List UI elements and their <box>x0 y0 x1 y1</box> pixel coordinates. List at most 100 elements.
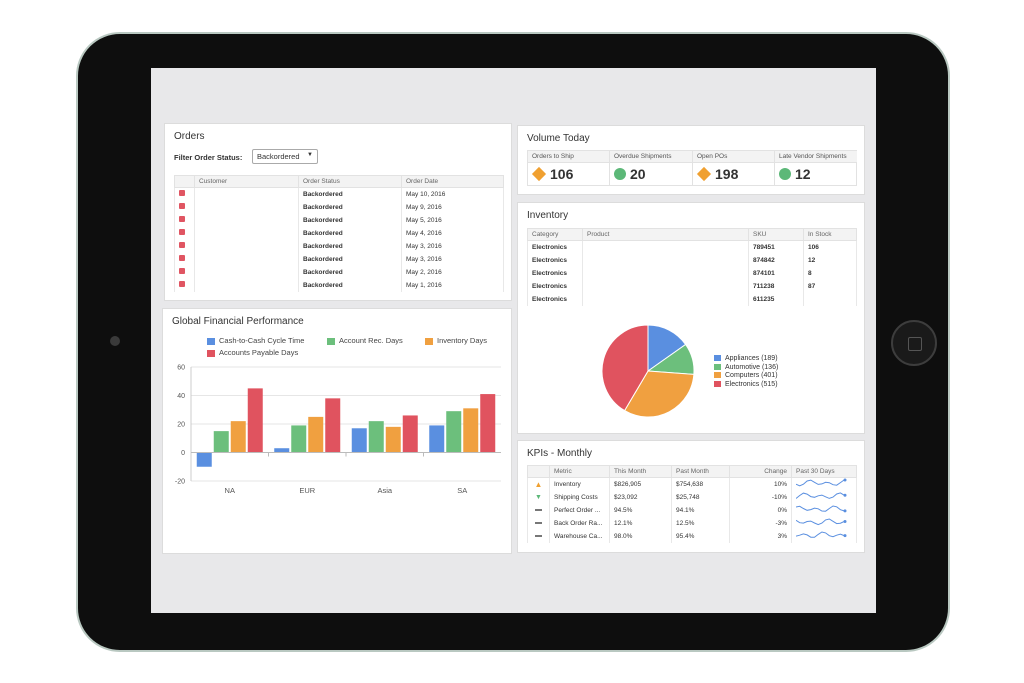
chevron-down-icon: ▼ <box>307 152 313 158</box>
bar-legend-item[interactable]: Cash-to-Cash Cycle Time <box>207 336 304 345</box>
bar-legend-item[interactable]: Account Rec. Days <box>327 336 403 345</box>
kpis-col-this-month[interactable]: This Month <box>609 465 672 478</box>
volume-cell-value: 12 <box>795 166 811 182</box>
bar[interactable] <box>274 448 290 453</box>
status-square-icon <box>179 242 185 248</box>
order-date-cell: May 9, 2016 <box>401 200 504 214</box>
table-row[interactable]: Backordered May 9, 2016 <box>174 200 504 214</box>
table-row[interactable]: Electronics 611235 <box>527 292 857 306</box>
table-row[interactable]: Backordered May 2, 2016 <box>174 265 504 279</box>
volume-cell[interactable]: Orders to Ship 106 <box>528 151 610 186</box>
order-status-select[interactable]: Backordered ▼ <box>252 149 318 164</box>
pie-legend-item: Computers (401) <box>714 372 778 381</box>
row-status-icon-cell <box>174 252 195 266</box>
kpi-change-cell: 3% <box>729 529 792 543</box>
bar[interactable] <box>351 428 367 453</box>
filter-label: Filter Order Status: <box>174 153 243 162</box>
bar[interactable] <box>308 416 324 453</box>
volume-cell-label: Late Vendor Shipments <box>775 151 857 163</box>
stock-cell: 8 <box>803 266 857 280</box>
table-row[interactable]: Electronics 789451 106 <box>527 240 857 254</box>
table-row[interactable]: ▼ Shipping Costs $23,092 $25,748 -10% <box>527 490 857 504</box>
kpi-past-month-cell: 12.5% <box>671 516 730 530</box>
kpis-col-past-30[interactable]: Past 30 Days <box>791 465 857 478</box>
bar[interactable] <box>429 425 445 453</box>
pie-legend-item: Automotive (136) <box>714 364 778 373</box>
kpis-col-past-month[interactable]: Past Month <box>671 465 730 478</box>
bar[interactable] <box>213 431 229 453</box>
order-date-cell: May 10, 2016 <box>401 187 504 201</box>
sku-cell: 789451 <box>748 240 804 254</box>
kpis-col-change[interactable]: Change <box>729 465 792 478</box>
table-row[interactable]: Backordered May 3, 2016 <box>174 239 504 253</box>
sparkline-line <box>795 505 845 512</box>
inventory-title: Inventory <box>527 210 569 221</box>
volume-title: Volume Today <box>527 133 590 144</box>
bar[interactable] <box>368 421 384 453</box>
bar-legend-item[interactable]: Accounts Payable Days <box>207 348 298 357</box>
customer-cell <box>194 187 299 201</box>
table-row[interactable]: Backordered May 5, 2016 <box>174 213 504 227</box>
inventory-col-sku[interactable]: SKU <box>748 228 804 241</box>
orders-col-icon <box>174 175 195 188</box>
down-arrow-icon: ▼ <box>535 493 542 501</box>
bar-legend-item[interactable]: Inventory Days <box>425 336 487 345</box>
volume-cell-value-row: 198 <box>693 163 774 185</box>
kpi-this-month-cell: 94.5% <box>609 503 672 517</box>
table-row[interactable]: Warehouse Ca... 98.0% 95.4% 3% <box>527 529 857 543</box>
bar[interactable] <box>446 411 462 453</box>
table-row[interactable]: Backordered May 3, 2016 <box>174 252 504 266</box>
table-row[interactable]: ▲ Inventory $826,905 $754,638 10% <box>527 477 857 491</box>
bar[interactable] <box>480 394 496 453</box>
sparkline <box>795 518 847 526</box>
inventory-col-category[interactable]: Category <box>527 228 583 241</box>
table-row[interactable]: Electronics 874101 8 <box>527 266 857 280</box>
table-row[interactable]: Backordered May 10, 2016 <box>174 187 504 201</box>
inventory-col-product[interactable]: Product <box>582 228 749 241</box>
home-button[interactable] <box>891 320 937 366</box>
customer-cell <box>194 226 299 240</box>
pie-legend-label: Computers (401) <box>725 372 778 379</box>
customer-cell <box>194 252 299 266</box>
table-row[interactable]: Backordered May 1, 2016 <box>174 278 504 292</box>
table-row[interactable]: Back Order Ra... 12.1% 12.5% -3% <box>527 516 857 530</box>
table-row[interactable]: Backordered May 4, 2016 <box>174 226 504 240</box>
orders-col-customer[interactable]: Customer <box>194 175 299 188</box>
table-row[interactable]: Electronics 874842 12 <box>527 253 857 267</box>
legend-swatch <box>714 380 721 387</box>
kpis-table: Metric This Month Past Month Change Past… <box>527 465 857 543</box>
bar[interactable] <box>196 452 212 467</box>
sparkline-end-point <box>843 493 847 497</box>
orders-col-status[interactable]: Order Status <box>298 175 402 188</box>
pie-slice[interactable] <box>623 370 695 418</box>
customer-cell <box>194 200 299 214</box>
status-square-icon <box>179 216 185 222</box>
row-status-icon-cell <box>174 278 195 292</box>
stock-cell: 106 <box>803 240 857 254</box>
volume-cell[interactable]: Overdue Shipments 20 <box>610 151 693 186</box>
volume-cell-value-row: 12 <box>775 163 857 185</box>
table-row[interactable]: Perfect Order ... 94.5% 94.1% 0% <box>527 503 857 517</box>
category-cell: Electronics <box>527 292 583 306</box>
volume-cell[interactable]: Open POs 198 <box>693 151 775 186</box>
table-row[interactable]: Electronics 711238 87 <box>527 279 857 293</box>
y-tick-label: 60 <box>177 365 185 372</box>
inventory-col-stock[interactable]: In Stock <box>803 228 857 241</box>
product-cell <box>582 292 749 306</box>
financial-panel: Global Financial Performance Cash-to-Cas… <box>162 308 512 554</box>
bar[interactable] <box>291 425 307 453</box>
bar[interactable] <box>230 421 246 453</box>
volume-cell[interactable]: Late Vendor Shipments 12 <box>775 151 857 186</box>
green-circle-icon <box>779 168 791 180</box>
bar[interactable] <box>247 388 263 453</box>
bar[interactable] <box>385 426 401 453</box>
pie-slice[interactable] <box>601 324 649 412</box>
legend-swatch <box>714 372 721 379</box>
kpis-col-metric[interactable]: Metric <box>549 465 610 478</box>
orders-col-date[interactable]: Order Date <box>401 175 504 188</box>
bar[interactable] <box>402 415 418 453</box>
bar[interactable] <box>325 398 341 453</box>
order-date-cell: May 4, 2016 <box>401 226 504 240</box>
y-tick-label: 20 <box>177 422 185 429</box>
bar[interactable] <box>463 408 479 453</box>
